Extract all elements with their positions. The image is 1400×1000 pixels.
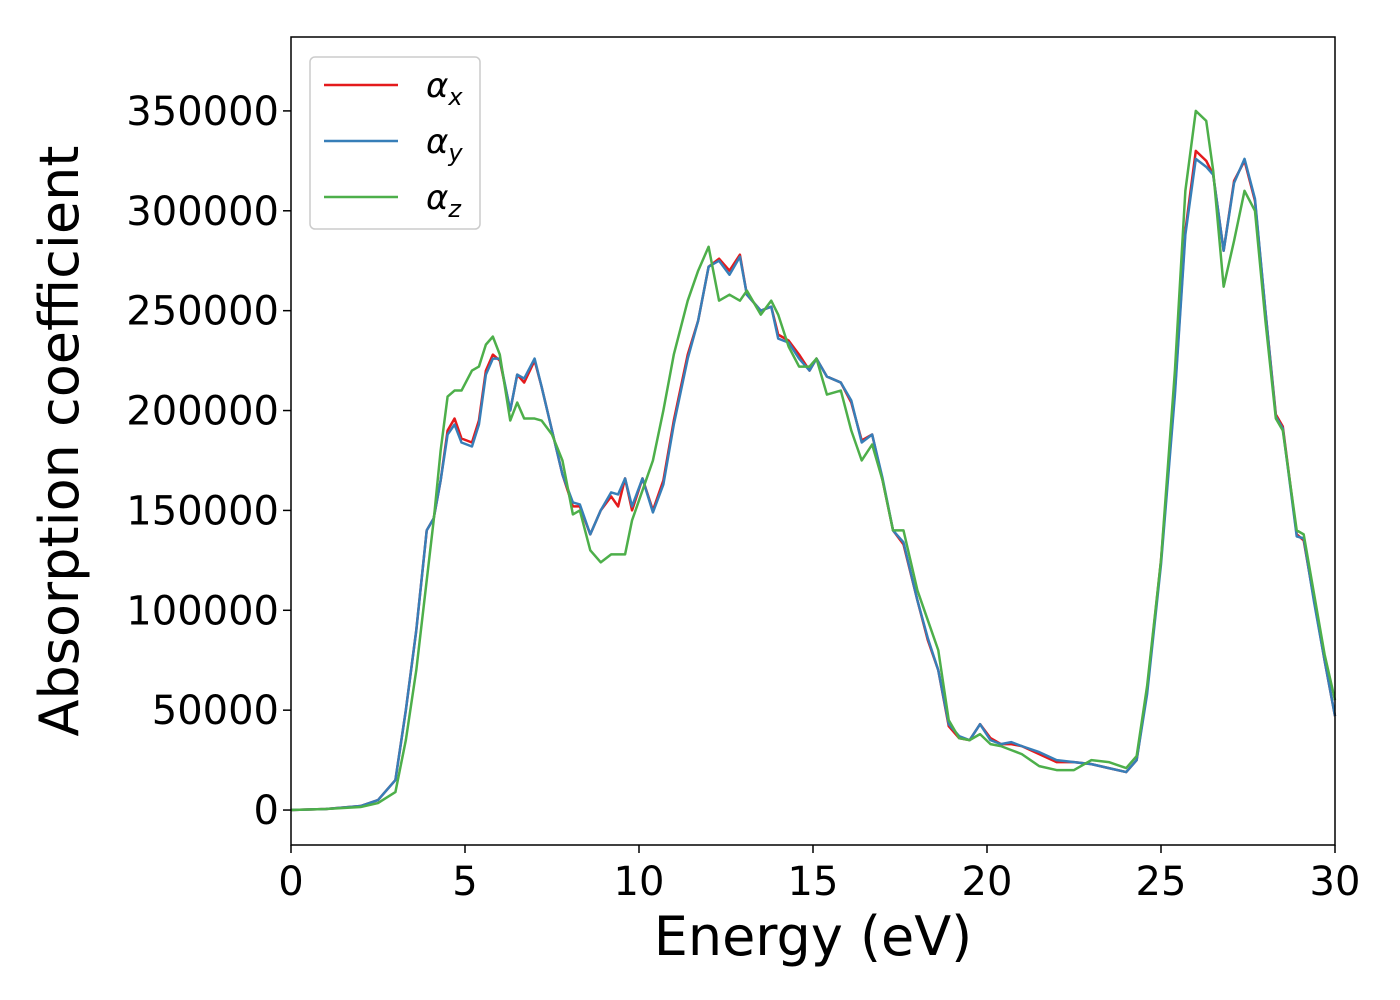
y-tick-label: 50000 xyxy=(152,688,279,734)
y-tick-label: 150000 xyxy=(126,488,279,534)
legend-label: αy xyxy=(426,122,463,167)
y-axis-label: Absorption coefficient xyxy=(28,146,91,737)
y-tick-label: 300000 xyxy=(126,189,279,235)
series-line xyxy=(290,149,1337,812)
x-axis-label: Energy (eV) xyxy=(654,905,973,968)
plot-frame xyxy=(290,36,1336,846)
y-tick-label: 200000 xyxy=(126,389,279,435)
x-tick-label: 10 xyxy=(614,859,665,905)
x-tick-label: 5 xyxy=(452,859,477,905)
legend-label: αx xyxy=(426,66,463,111)
y-tick-label: 350000 xyxy=(126,89,279,135)
x-tick-label: 0 xyxy=(278,859,303,905)
legend-label: αz xyxy=(426,178,462,223)
x-tick-label: 20 xyxy=(962,859,1013,905)
y-tick-label: 250000 xyxy=(126,289,279,335)
y-tick-label: 100000 xyxy=(126,588,279,634)
legend-box xyxy=(309,56,481,230)
series-line xyxy=(290,157,1337,812)
x-tick-label: 30 xyxy=(1310,859,1361,905)
y-tick-label: 0 xyxy=(254,788,279,834)
x-tick-label: 25 xyxy=(1136,859,1187,905)
series-line xyxy=(290,109,1337,812)
x-tick-label: 15 xyxy=(788,859,839,905)
